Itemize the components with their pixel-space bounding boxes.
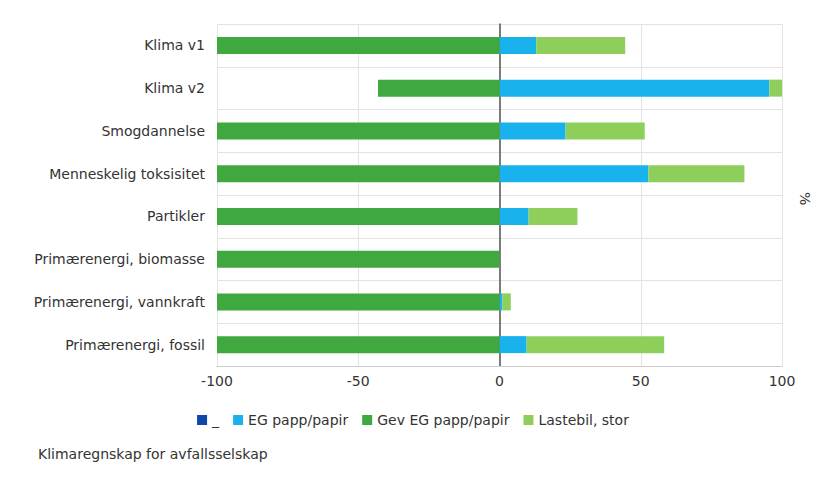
svg-text:Menneskelig toksisitet: Menneskelig toksisitet [49, 166, 205, 182]
svg-text:100: 100 [769, 373, 796, 389]
svg-text:Gev EG papp/papir: Gev EG papp/papir [377, 412, 510, 428]
svg-text:Klimaregnskap for avfallsselsk: Klimaregnskap for avfallsselskap [38, 446, 268, 462]
svg-text:Lastebil, stor: Lastebil, stor [538, 412, 629, 428]
svg-text:0: 0 [495, 373, 504, 389]
svg-text:Primærenergi, vannkraft: Primærenergi, vannkraft [34, 294, 206, 310]
svg-text:Smogdannelse: Smogdannelse [101, 123, 205, 139]
svg-text:50: 50 [632, 373, 650, 389]
svg-text:Primærenergi, biomasse: Primærenergi, biomasse [34, 251, 205, 267]
svg-text:-100: -100 [201, 373, 233, 389]
svg-text:Primærenergi, fossil: Primærenergi, fossil [65, 337, 205, 353]
svg-text:Partikler: Partikler [147, 208, 205, 224]
svg-text:-50: -50 [347, 373, 370, 389]
svg-text:_: _ [211, 412, 220, 428]
svg-text:%: % [797, 192, 813, 205]
svg-text:EG papp/papir: EG papp/papir [248, 412, 348, 428]
svg-text:Klima v1: Klima v1 [144, 37, 205, 53]
svg-text:Klima v2: Klima v2 [144, 80, 205, 96]
